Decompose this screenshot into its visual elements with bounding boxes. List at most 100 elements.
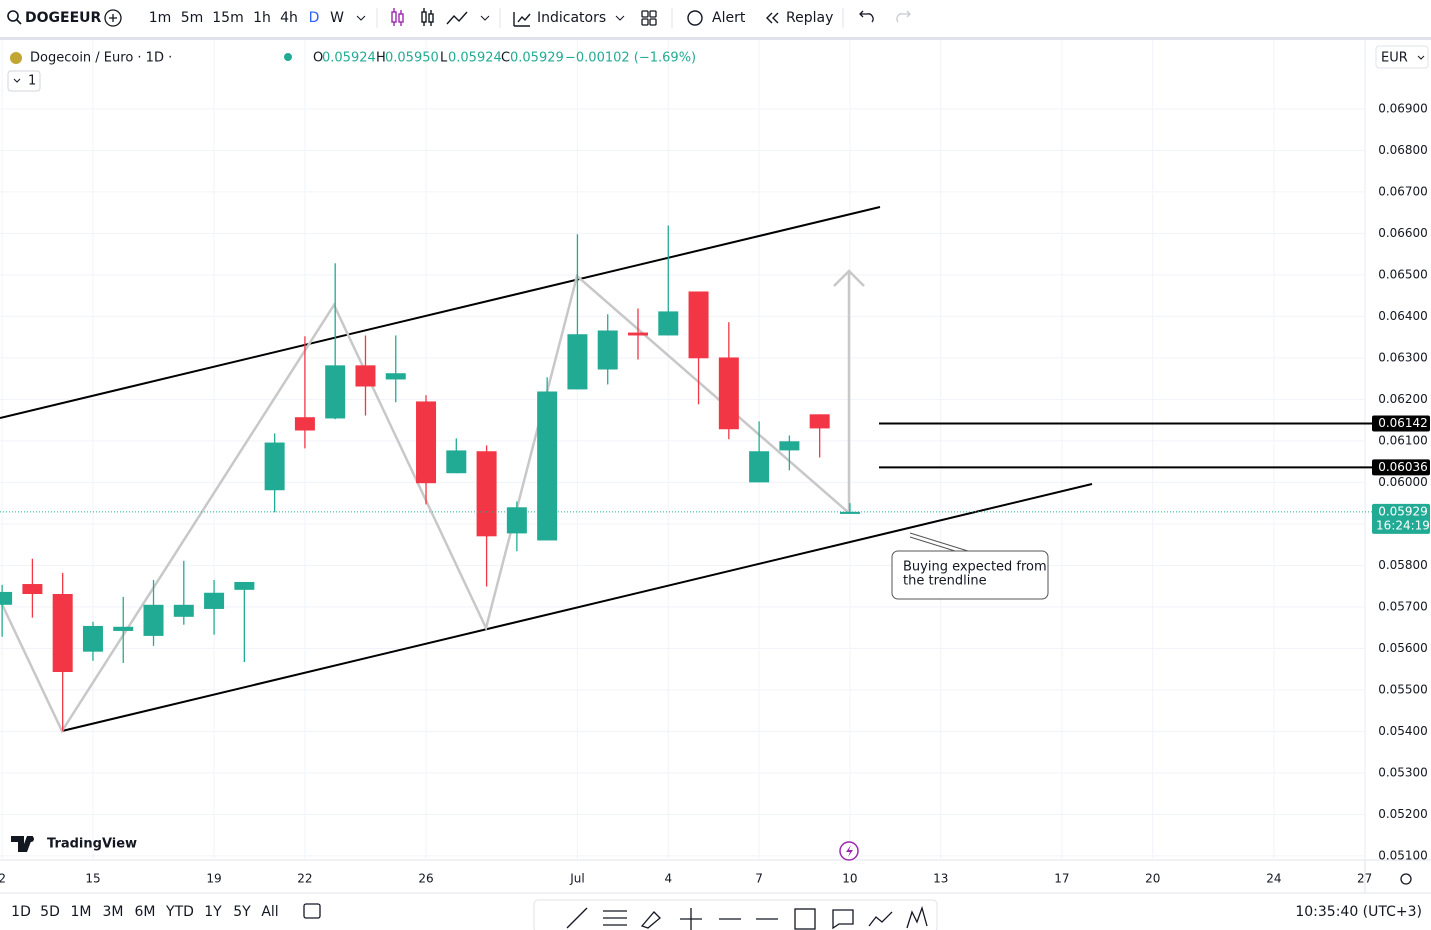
callout-pointer xyxy=(909,532,969,552)
range-button[interactable]: YTD xyxy=(165,904,194,920)
interval[interactable]: 4h xyxy=(280,10,298,26)
annotation-line: Buying expected from xyxy=(903,560,1047,575)
price-change: −0.00102 (−1.69%) xyxy=(565,51,696,66)
undo-button[interactable] xyxy=(859,10,874,23)
redo-button[interactable] xyxy=(896,10,911,23)
dropdown-arrow[interactable] xyxy=(480,15,490,21)
dropdown-arrow[interactable] xyxy=(356,15,366,21)
projection-arrow xyxy=(833,269,865,513)
ohlc-value: 0.05924 xyxy=(448,51,502,66)
candles-icon[interactable] xyxy=(391,8,404,26)
ohlc-label: C xyxy=(501,51,510,66)
search-icon[interactable] xyxy=(7,10,19,22)
bar-countdown: 16:24:19 xyxy=(1376,518,1430,532)
ohlc-label: L xyxy=(440,51,448,66)
price-line-label: 0.06036 xyxy=(1378,460,1428,474)
range-button[interactable]: 5D xyxy=(40,904,60,920)
candle-body xyxy=(204,592,225,609)
range-button[interactable]: 1D xyxy=(11,904,31,920)
x-tick-label: Jul xyxy=(569,872,584,886)
y-tick-label: 0.06500 xyxy=(1378,267,1428,281)
x-tick-label: 13 xyxy=(933,872,948,886)
candles xyxy=(0,225,860,731)
range-button[interactable]: 5Y xyxy=(233,904,251,920)
x-tick-label: 22 xyxy=(297,872,312,886)
market-status[interactable] xyxy=(284,53,292,61)
candle-body xyxy=(82,625,103,652)
line-icon[interactable] xyxy=(446,11,468,25)
layouts-icon[interactable] xyxy=(641,10,657,26)
candle-body xyxy=(839,511,860,514)
ohlc-value: 0.05950 xyxy=(385,51,439,66)
y-tick-label: 0.06600 xyxy=(1378,226,1428,240)
range-button[interactable]: 1M xyxy=(71,904,92,920)
range-button[interactable]: 6M xyxy=(135,904,156,920)
candle-body xyxy=(0,591,13,605)
tv-logo-text: TradingView xyxy=(47,837,137,852)
range-button[interactable]: 3M xyxy=(103,904,124,920)
alert-icon[interactable] xyxy=(687,10,703,26)
y-tick-label: 0.05400 xyxy=(1378,724,1428,738)
candle-body xyxy=(416,401,437,484)
toolbar-divider xyxy=(0,37,1431,40)
y-tick-label: 0.05500 xyxy=(1378,682,1428,696)
currency[interactable]: EUR xyxy=(1381,51,1408,66)
symbol[interactable]: DOGEEUR xyxy=(25,10,102,26)
candle-body xyxy=(294,417,315,431)
indicators-icon[interactable] xyxy=(513,12,531,27)
zigzag-pattern xyxy=(0,273,850,734)
x-tick-label: 24 xyxy=(1266,872,1281,886)
y-tick-label: 0.06900 xyxy=(1378,101,1428,115)
y-tick-label: 0.05100 xyxy=(1378,848,1428,862)
candle-body xyxy=(597,330,618,370)
replay-icon[interactable] xyxy=(766,12,779,24)
drawing-tools[interactable] xyxy=(566,905,928,930)
interval-active[interactable]: D xyxy=(309,10,320,26)
x-tick-label: 27 xyxy=(1357,872,1372,886)
y-tick-label: 0.05700 xyxy=(1378,599,1428,613)
x-tick-label: 4 xyxy=(664,872,672,886)
goto-date[interactable] xyxy=(303,903,321,919)
y-tick-label: 0.06000 xyxy=(1378,475,1428,489)
ohlc-value: 0.05929 xyxy=(510,51,564,66)
x-tick-label: 17 xyxy=(1054,872,1069,886)
candle-body xyxy=(355,365,376,387)
y-tick-label: 0.06800 xyxy=(1378,143,1428,157)
interval[interactable]: 15m xyxy=(212,10,243,26)
interval[interactable]: 5m xyxy=(181,10,204,26)
alert-button[interactable]: Alert xyxy=(712,10,746,26)
candle-body xyxy=(476,451,497,537)
layers-toggle[interactable] xyxy=(7,70,41,92)
dropdown-arrow[interactable] xyxy=(615,15,625,21)
x-tick-label: 26 xyxy=(418,872,433,886)
drawing-toolbar xyxy=(533,899,938,930)
bars-icon[interactable] xyxy=(421,8,434,26)
currency-button[interactable] xyxy=(1375,45,1429,69)
range-button[interactable]: 1Y xyxy=(204,904,222,920)
interval[interactable]: 1h xyxy=(253,10,271,26)
axis-settings[interactable] xyxy=(1400,873,1412,885)
plus-icon xyxy=(109,14,117,22)
compare-button[interactable] xyxy=(104,9,122,27)
candle-body xyxy=(718,357,739,430)
channel-lower-line xyxy=(61,483,1093,732)
candle-body xyxy=(143,604,164,636)
replay-button[interactable]: Replay xyxy=(786,10,833,26)
y-tick-label: 0.06300 xyxy=(1378,350,1428,364)
candle-body xyxy=(385,373,406,380)
range-button[interactable]: All xyxy=(261,904,278,920)
tv-logo-mark xyxy=(11,836,33,852)
y-tick-label: 0.05600 xyxy=(1378,641,1428,655)
interval[interactable]: W xyxy=(330,10,344,26)
x-tick-label: 15 xyxy=(85,872,100,886)
ohlc-value: 0.05924 xyxy=(322,51,376,66)
interval[interactable]: 1m xyxy=(149,10,172,26)
y-tick-label: 0.06700 xyxy=(1378,184,1428,198)
candle-body xyxy=(113,626,134,631)
candle-body xyxy=(627,332,648,336)
tv-logo-dot xyxy=(28,836,34,842)
x-tick-label: 19 xyxy=(206,872,221,886)
annotation-line: the trendline xyxy=(903,574,987,589)
indicators-button[interactable]: Indicators xyxy=(537,10,606,26)
candle-body xyxy=(52,593,73,673)
